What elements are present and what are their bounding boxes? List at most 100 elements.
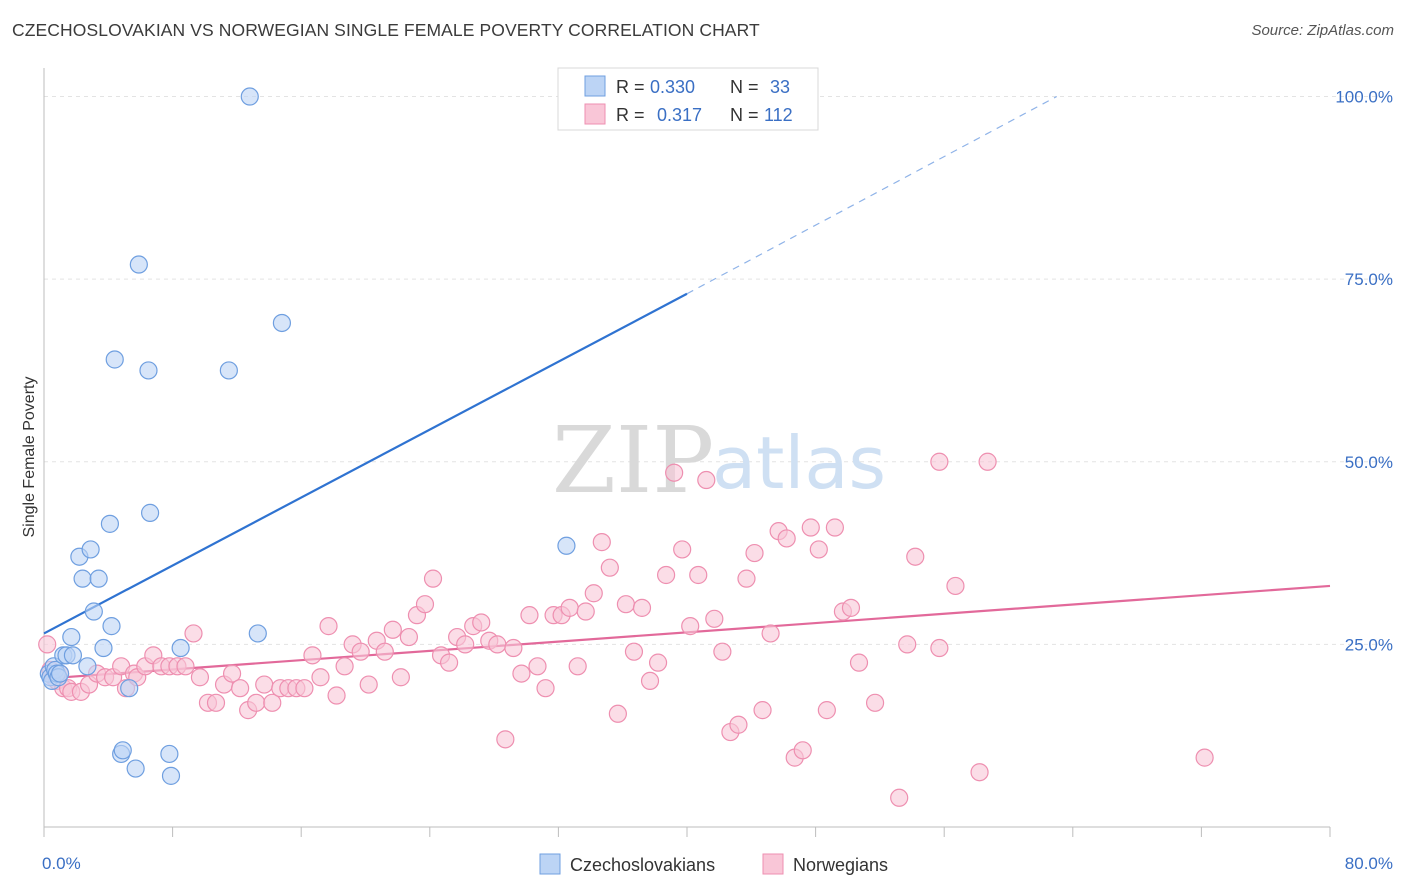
norwegian-point — [568, 657, 587, 676]
norwegian-point — [624, 642, 644, 661]
norwegian-point — [560, 598, 579, 617]
norwegian-point — [303, 646, 322, 665]
czech-trend-line — [43, 292, 688, 635]
legend-swatch-czech — [584, 75, 606, 97]
norwegian-point — [841, 598, 861, 617]
norwegian-point — [737, 569, 756, 588]
y-tick-label: 50.0% — [1345, 453, 1393, 472]
norwegian-point — [930, 638, 949, 658]
norwegian-point — [520, 606, 539, 625]
norwegian-point — [930, 452, 949, 471]
grid-lines — [44, 96, 1394, 645]
norwegian-point — [898, 635, 917, 654]
norwegian-point — [793, 741, 812, 760]
norwegian-point — [906, 547, 925, 566]
czech-point — [81, 540, 100, 559]
czech-point — [102, 617, 121, 636]
norwegian-point — [512, 664, 531, 683]
czech-point — [113, 741, 132, 760]
norwegian-point — [817, 701, 836, 720]
x-tick-label: 80.0% — [1345, 854, 1393, 873]
norwegian-point — [640, 671, 660, 691]
norwegian-point — [600, 558, 619, 577]
czech-point — [126, 759, 145, 778]
czech-point — [100, 514, 120, 533]
x-tick-labels: 0.0% 80.0% — [42, 854, 1393, 873]
data-points — [38, 87, 1214, 807]
czech-point — [557, 536, 576, 555]
czech-point — [78, 657, 97, 676]
norwegian-point — [391, 668, 410, 687]
czech-point — [160, 744, 179, 764]
norwegian-point — [801, 518, 820, 537]
norwegian-point — [335, 657, 354, 676]
czech-point — [89, 569, 108, 588]
norwegian-point — [970, 763, 989, 782]
norwegian-point — [488, 635, 507, 654]
norwegian-point — [255, 675, 274, 694]
legend-r-label: R = — [616, 77, 645, 97]
norwegian-point — [777, 529, 796, 548]
norwegian-point — [673, 540, 692, 559]
norwegian-point — [222, 664, 242, 683]
norwegian-point — [472, 613, 491, 632]
norwegian-point — [1195, 748, 1214, 767]
y-tick-label: 25.0% — [1345, 635, 1393, 654]
czech-point — [140, 503, 160, 522]
norwegian-point — [632, 598, 652, 617]
norwegian-point — [745, 543, 764, 563]
norwegian-point — [584, 584, 603, 603]
norwegian-point — [536, 679, 555, 698]
czech-point — [219, 361, 238, 380]
norwegian-point — [496, 730, 515, 749]
czech-point — [84, 602, 103, 621]
norwegian-point — [247, 693, 266, 712]
legend-label-norwegians: Norwegians — [793, 855, 888, 875]
norwegian-point — [415, 595, 435, 614]
y-axis-label: Single Female Poverty — [21, 377, 38, 538]
legend-n-value: 33 — [770, 77, 790, 97]
norwegian-point — [456, 635, 475, 654]
stats-legend: R = 0.330 N = 33 R = 0.317 N = 112 — [557, 67, 819, 131]
norwegian-point — [351, 642, 370, 661]
norwegian-point — [504, 638, 523, 658]
norwegian-point — [263, 693, 282, 712]
norwegian-point — [825, 518, 844, 537]
norwegian-point — [890, 788, 909, 807]
legend-n-value: 112 — [764, 105, 793, 125]
norwegian-point — [327, 686, 346, 705]
czech-point — [161, 766, 181, 785]
czech-point — [73, 569, 92, 588]
czech-point — [94, 638, 113, 658]
norwegian-point — [592, 533, 611, 552]
norwegian-point — [184, 624, 203, 643]
norwegian-point — [190, 668, 210, 687]
watermark-atlas: atlas — [712, 421, 886, 505]
czech-point — [62, 627, 81, 647]
norwegian-point — [616, 595, 636, 614]
norwegian-point — [576, 602, 595, 621]
norwegian-point — [295, 679, 314, 698]
norwegian-point — [978, 452, 997, 471]
legend-swatch-norwegians — [762, 853, 784, 875]
axes — [43, 68, 1331, 837]
norwegian-point — [648, 653, 668, 672]
norwegian-point — [423, 569, 443, 588]
chart-title: CZECHOSLOVAKIAN VS NORWEGIAN SINGLE FEMA… — [12, 20, 760, 40]
norwegian-point — [946, 576, 965, 596]
legend-swatch-czechoslovakians — [539, 853, 561, 875]
norwegian-point — [809, 540, 828, 559]
czech-point — [240, 87, 259, 106]
norwegian-point — [311, 668, 330, 687]
norwegian-point — [528, 657, 547, 676]
norwegian-point — [439, 653, 459, 672]
czech-trend-extension — [686, 95, 1058, 295]
norwegian-point — [231, 679, 250, 698]
czech-point — [171, 638, 190, 658]
czech-point — [63, 646, 83, 665]
norwegian-point — [359, 675, 378, 694]
legend-r-value: 0.330 — [650, 77, 695, 97]
norwegian-point — [383, 620, 402, 639]
norwegian-point — [176, 657, 195, 676]
